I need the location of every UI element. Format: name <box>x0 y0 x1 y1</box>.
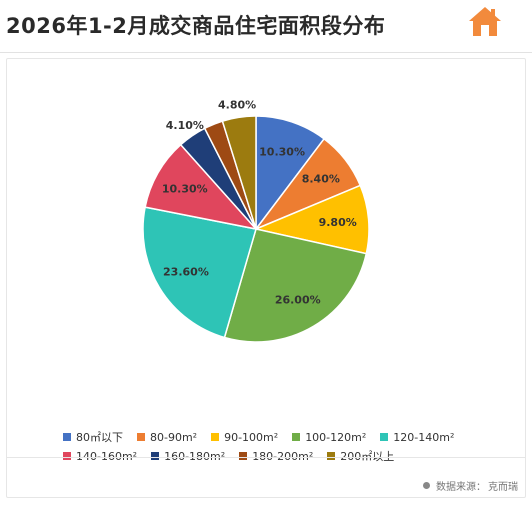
legend-item: 140-160m² <box>63 448 137 464</box>
chart-legend: 80㎡以下 80-90m² 90-100m² 100-120m² 120-140m² 14… <box>63 429 493 464</box>
legend-item: 90-100m² <box>211 429 278 445</box>
page-title: 2026年1-2月成交商品住宅面积段分布 <box>6 14 386 38</box>
legend-swatch <box>151 452 160 460</box>
legend-label: 160-180m² <box>164 449 226 463</box>
legend-label: 80-90m² <box>150 430 198 444</box>
slice-value-label: 4.80% <box>218 98 256 111</box>
header-bar: 2026年1-2月成交商品住宅面积段分布 <box>0 0 532 53</box>
legend-item: 100-120m² <box>292 429 366 445</box>
legend-item: 120-140m² <box>380 429 454 445</box>
divider <box>7 457 525 458</box>
data-source: 数据来源： 克而瑞 <box>423 478 518 493</box>
legend-swatch <box>63 452 71 460</box>
pie-chart: 10.30% 8.40% 9.80% 26.00% 23.60% 10.30% 4.10% 4… <box>142 98 370 343</box>
pie-slice <box>223 228 368 343</box>
source-prefix: 数据来源： <box>436 482 486 493</box>
slice-value-label: 23.60% <box>163 266 209 279</box>
legend-label: 100-120m² <box>305 430 367 444</box>
legend-swatch <box>137 433 145 441</box>
legend-item: 160-180m² <box>151 448 225 464</box>
legend-swatch <box>239 452 248 460</box>
slice-value-label: 4.10% <box>166 119 204 132</box>
slice-value-label: 10.30% <box>259 145 305 158</box>
legend-item: 200㎡以上 <box>327 448 394 464</box>
legend-swatch <box>327 452 336 460</box>
slice-value-label: 9.80% <box>319 216 357 229</box>
bullet-icon <box>423 482 430 489</box>
legend-label: 120-140m² <box>393 430 455 444</box>
legend-item: 80-90m² <box>137 429 197 445</box>
legend-label: 200㎡以上 <box>340 450 395 463</box>
chart-card: 10.30% 8.40% 9.80% 26.00% 23.60% 10.30% 4.10% 4… <box>6 58 526 498</box>
pie-slice <box>221 115 257 230</box>
pie-slice <box>142 206 257 339</box>
slice-value-label: 26.00% <box>275 294 321 307</box>
legend-swatch <box>292 433 301 441</box>
pie-slice <box>144 143 259 231</box>
legend-swatch <box>63 433 71 441</box>
source-name: 克而瑞 <box>488 482 518 493</box>
legend-swatch <box>211 433 220 441</box>
legend-item: 80㎡以下 <box>63 429 123 445</box>
slice-value-label: 8.40% <box>302 173 340 186</box>
legend-label: 180-200m² <box>252 449 314 463</box>
legend-label: 140-160m² <box>76 449 138 463</box>
legend-label: 90-100m² <box>224 430 279 444</box>
legend-swatch <box>380 433 389 441</box>
pie-slice <box>255 115 326 232</box>
legend-label: 80㎡以下 <box>76 431 123 444</box>
house-icon <box>469 7 501 36</box>
slice-value-label: 10.30% <box>162 182 208 195</box>
legend-item: 180-200m² <box>239 448 313 464</box>
